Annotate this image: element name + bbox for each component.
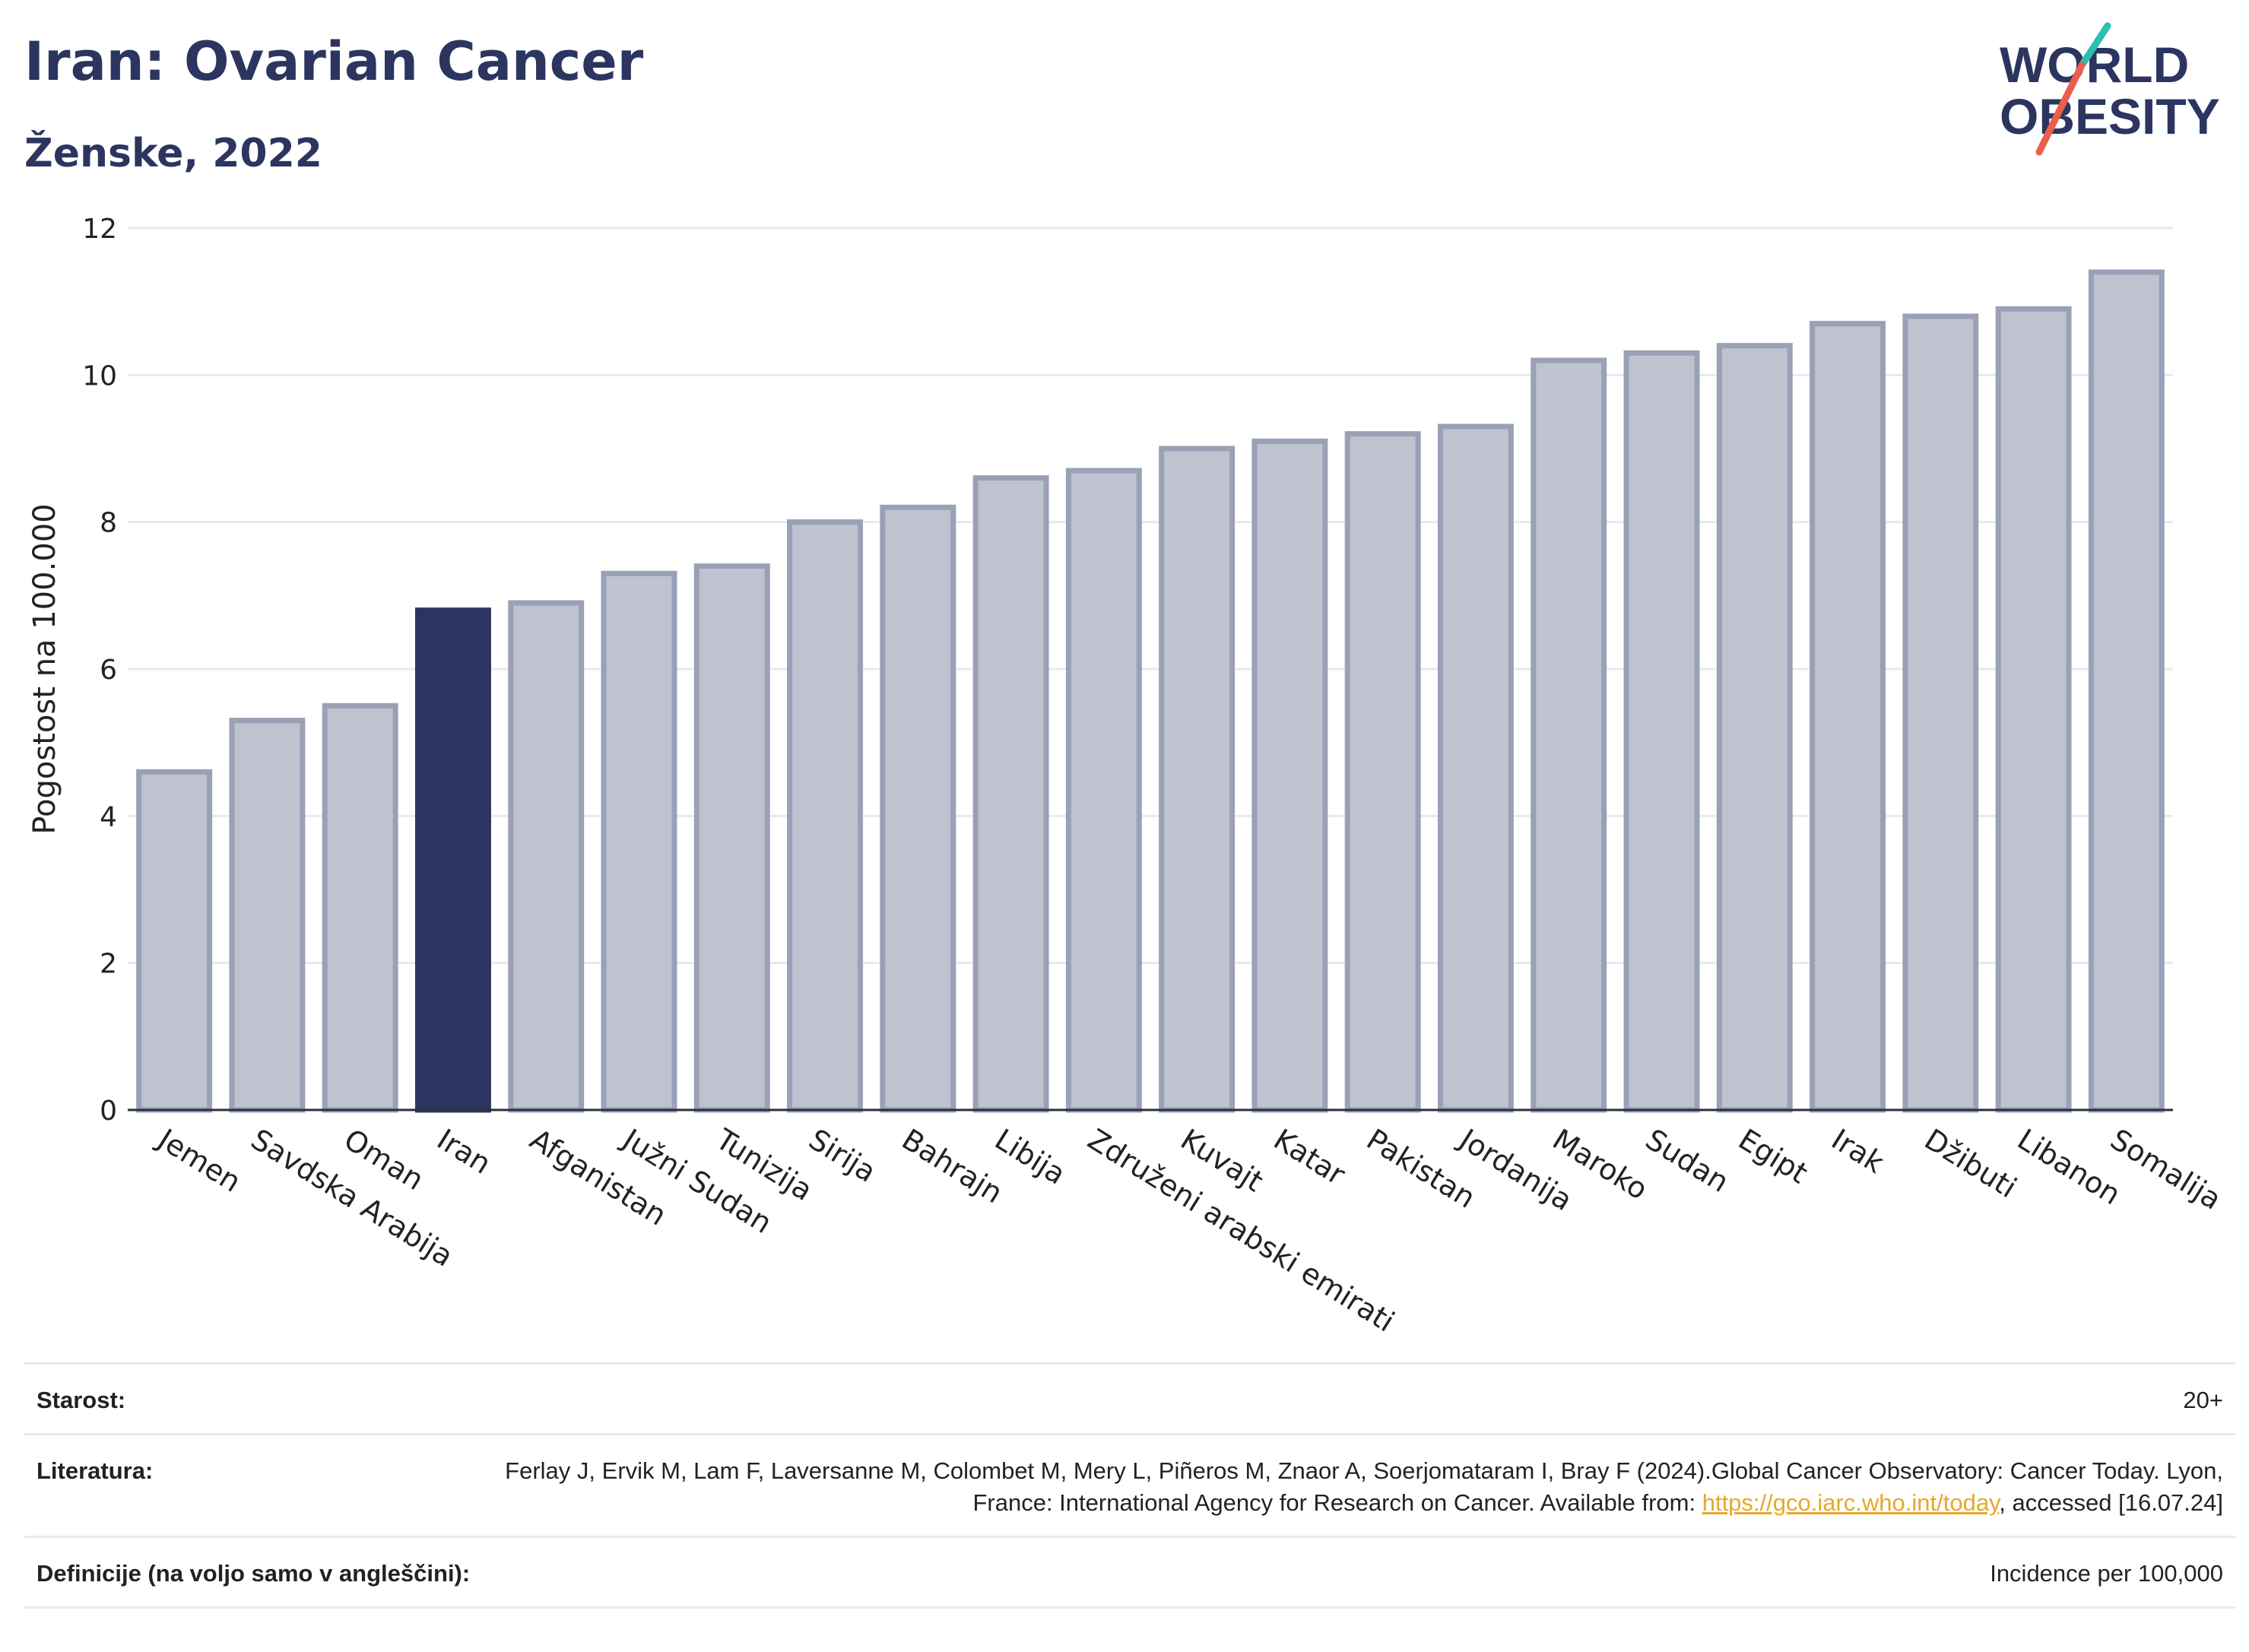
bar-tunizija [693,563,770,1113]
bar-somalija [2088,269,2165,1113]
bar-irak [1810,321,1886,1113]
x-tick-label: Libanon [2012,1122,2127,1211]
age-label: Starost: [36,1387,126,1413]
literature-link[interactable]: https://gco.iarc.who.int/today [1702,1489,2000,1516]
bar-savdska-arabija [229,718,306,1113]
definitions-label: Definicije (na voljo samo v angleščini): [36,1560,471,1587]
bar-jemen [136,769,213,1113]
y-tick-label: 8 [100,508,117,539]
logo-slash-red [2035,62,2086,156]
logo-text-obesity: OBESITY [2000,88,2220,144]
x-tick-label: Sudan [1640,1122,1735,1199]
literature-text: Ferlay J, Ervik M, Lam F, Laversanne M, … [505,1457,2223,1516]
y-tick-label: 12 [82,214,117,245]
definitions-value: Incidence per 100,000 [1990,1560,2223,1587]
literature-suffix: , accessed [16.07.24] [1999,1489,2223,1516]
y-axis-label: Pogostost na 100.000 [27,503,62,834]
literature-value: Ferlay J, Ervik M, Lam F, Laversanne M, … [505,1455,2223,1519]
bar-libanon [1995,306,2072,1113]
x-tick-label: Džibuti [1919,1122,2022,1204]
bar-bahrajn [880,504,956,1113]
bar-zdru-eni-arabski-emirati [1065,468,1142,1113]
y-tick-label: 6 [100,655,117,686]
y-tick-label: 10 [82,360,117,392]
bar-sudan [1623,350,1700,1113]
bar-afganistan [508,600,585,1113]
x-tick-label: Irak [1826,1122,1889,1180]
bar-kuvajt [1159,446,1236,1113]
y-tick-label: 4 [100,801,117,832]
info-table: Starost: 20+ Literatura: Ferlay J, Ervik… [24,1362,2235,1609]
x-tick-label: Somalija [2105,1122,2227,1216]
chart-title: Iran: Ovarian Cancer [24,30,644,93]
bar-oman [322,702,398,1113]
y-tick-label: 2 [100,949,117,980]
bar-katar [1251,438,1328,1113]
bar-pakistan [1344,431,1421,1113]
bar-egipt [1716,343,1793,1113]
bar-jordanija [1437,423,1514,1113]
x-tick-label: Iran [431,1122,496,1181]
bar-iran [414,607,491,1113]
bar-libija [972,475,1049,1113]
x-tick-label: Jemen [151,1121,247,1198]
info-row-age: Starost: 20+ [24,1362,2235,1433]
bar-maroko [1531,357,1607,1113]
x-tick-label: Katar [1268,1122,1352,1191]
y-tick-label: 0 [100,1096,117,1127]
bar-sirija [787,519,864,1113]
bar-ju-ni-sudan [601,570,677,1113]
bars [136,269,2165,1113]
bar-d-ibuti [1902,313,1979,1113]
info-row-literature: Literatura: Ferlay J, Ervik M, Lam F, La… [24,1433,2235,1536]
info-row-definitions: Definicije (na voljo samo v angleščini):… [24,1536,2235,1609]
logo-slash-teal [2078,22,2111,69]
age-value: 20+ [2183,1387,2223,1413]
x-tick-label: Egipt [1733,1122,1813,1190]
chart-subtitle: Ženske, 2022 [24,131,322,176]
world-obesity-logo: WORLD OBESITY [2000,22,2220,156]
x-tick-label: Bahrajn [896,1122,1009,1210]
literature-label: Literatura: [36,1457,154,1484]
